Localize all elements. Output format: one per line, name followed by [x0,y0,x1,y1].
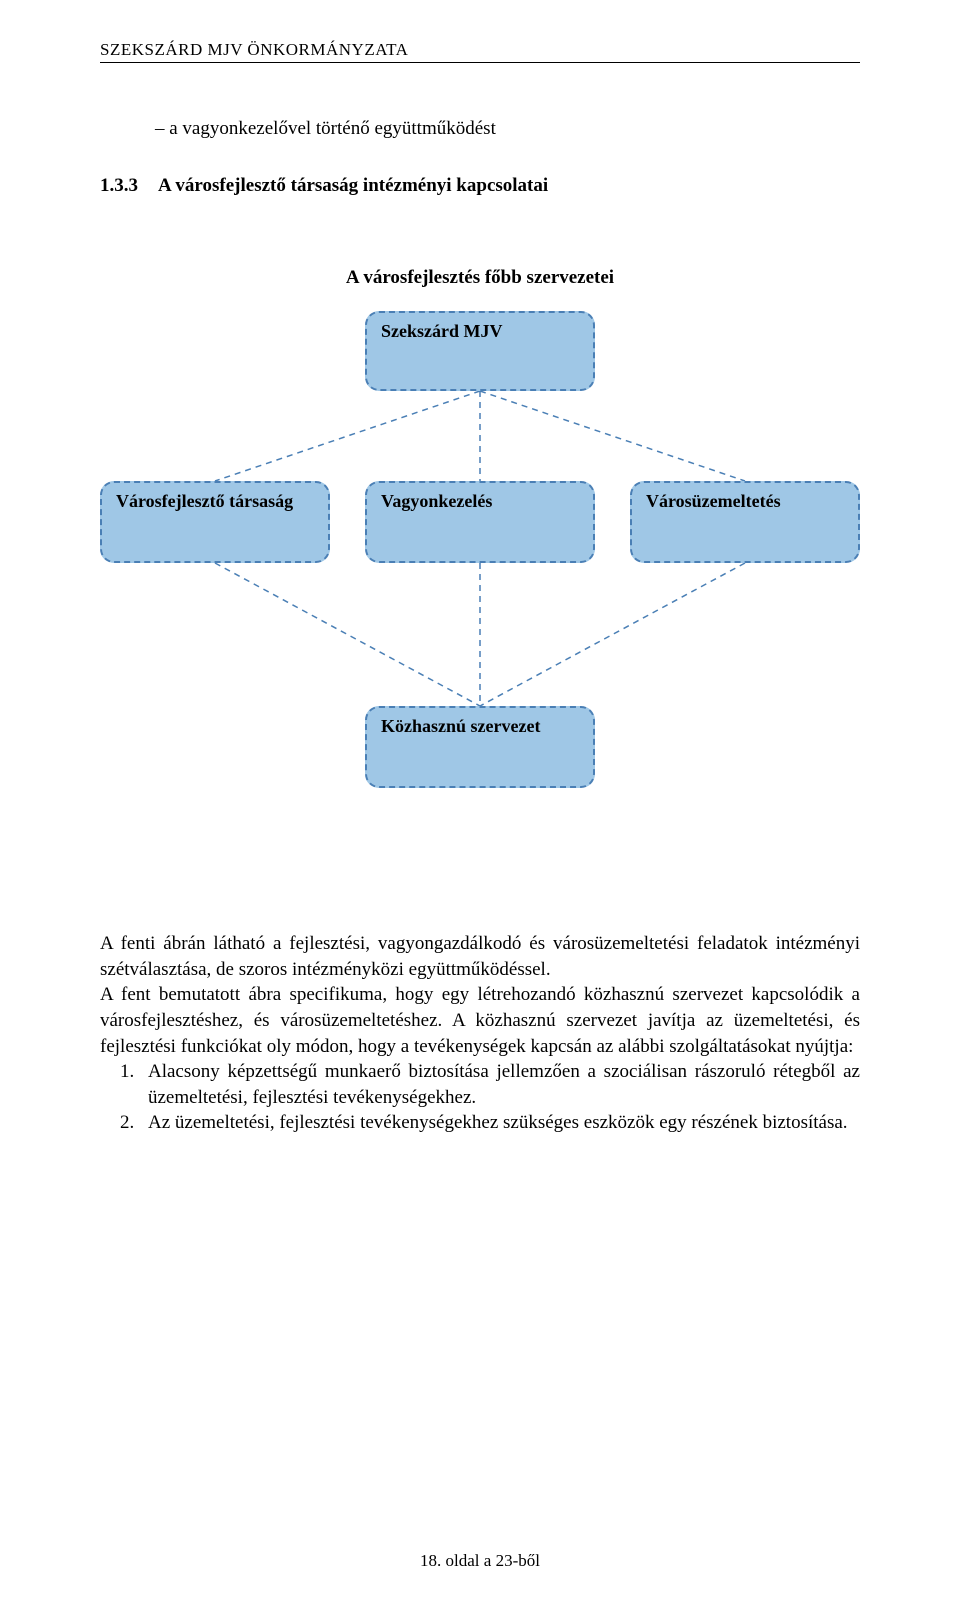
diagram-title: A városfejlesztés főbb szervezetei [100,267,860,289]
diagram-edge [215,563,480,706]
paragraph-1: A fenti ábrán látható a fejlesztési, vag… [100,931,860,982]
org-diagram: Szekszárd MJV Városfejlesztő társaság Vagy… [100,311,860,841]
page-footer: 18. oldal a 23-ből [0,1551,960,1571]
list-text: Az üzemeltetési, fejlesztési tevékenység… [148,1112,848,1133]
diagram-node-right: Városüzemeltetés [630,481,860,563]
section-number: 1.3.3 [100,175,138,196]
list-marker: 1. [120,1059,134,1085]
list-item: 2. Az üzemeltetési, fejlesztési tevékenys… [100,1110,860,1136]
diagram-node-left: Városfejlesztő társaság [100,481,330,563]
diagram-node-top: Szekszárd MJV [365,311,595,391]
diagram-node-bot: Közhasznú szervezet [365,706,595,788]
list-item: 1. Alacsony képzettségű munkaerő biztosít… [100,1059,860,1110]
numbered-list: 1. Alacsony képzettségű munkaerő biztosít… [100,1059,860,1136]
list-text: Alacsony képzettségű munkaerő biztosítás… [148,1061,860,1108]
diagram-edge [215,391,480,481]
paragraph-2: A fent bemutatott ábra specifikuma, hogy… [100,982,860,1059]
section-heading: 1.3.3 A városfejlesztő társaság intézmény… [100,175,860,197]
diagram-edge [480,391,745,481]
diagram-edge [480,563,745,706]
section-title: A városfejlesztő társaság intézményi kap… [158,175,548,196]
diagram-node-mid: Vagyonkezelés [365,481,595,563]
list-marker: 2. [120,1110,134,1136]
intro-line: – a vagyonkezelővel történő együttműködé… [155,118,860,140]
page-header: SZEKSZÁRD MJV ÖNKORMÁNYZATA [100,40,860,60]
header-rule [100,62,860,63]
body-text: A fenti ábrán látható a fejlesztési, vag… [100,931,860,1136]
page: SZEKSZÁRD MJV ÖNKORMÁNYZATA – a vagyonke… [0,0,960,1609]
